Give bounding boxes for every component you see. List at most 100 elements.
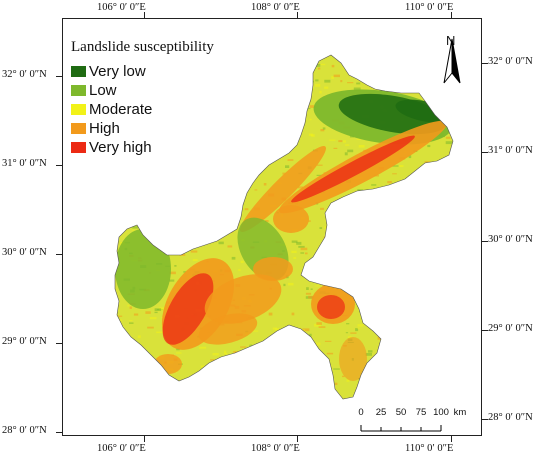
texture-speckle <box>389 309 396 312</box>
texture-speckle <box>156 331 163 334</box>
texture-speckle <box>320 129 325 132</box>
texture-speckle <box>406 365 413 368</box>
susceptibility-zone <box>204 274 282 324</box>
texture-speckle <box>283 64 289 67</box>
texture-speckle <box>221 74 228 76</box>
texture-speckle <box>297 61 303 65</box>
texture-speckle <box>337 250 341 253</box>
texture-speckle <box>320 63 326 66</box>
left-latitude-label-31: 31° 0′ 0″N <box>2 158 47 169</box>
texture-speckle <box>356 200 363 203</box>
texture-speckle <box>142 200 145 203</box>
texture-speckle <box>428 244 436 248</box>
texture-speckle <box>272 327 277 330</box>
left-latitude-label-32: 32° 0′ 0″N <box>2 69 47 80</box>
texture-speckle <box>199 346 207 349</box>
texture-speckle <box>413 304 416 308</box>
texture-speckle <box>315 79 319 82</box>
texture-speckle <box>290 128 297 130</box>
texture-speckle <box>272 60 279 64</box>
texture-speckle <box>392 312 399 316</box>
texture-speckle <box>210 359 215 361</box>
texture-speckle <box>399 165 404 167</box>
texture-speckle <box>447 238 452 242</box>
texture-speckle <box>418 218 422 221</box>
texture-speckle <box>335 382 338 385</box>
texture-speckle <box>454 301 459 303</box>
texture-speckle <box>338 140 343 143</box>
texture-speckle <box>236 195 242 198</box>
texture-speckle <box>261 102 265 105</box>
texture-speckle <box>174 195 181 197</box>
texture-speckle <box>315 285 320 287</box>
texture-speckle <box>444 377 452 380</box>
legend-swatch <box>71 104 86 115</box>
texture-speckle <box>300 252 305 254</box>
texture-speckle <box>154 389 157 393</box>
texture-speckle <box>174 265 177 267</box>
texture-speckle <box>159 158 164 160</box>
texture-speckle <box>324 86 329 89</box>
texture-speckle <box>353 87 361 91</box>
texture-speckle <box>274 123 279 125</box>
texture-speckle <box>372 218 378 222</box>
texture-speckle <box>272 341 278 344</box>
texture-speckle <box>347 82 354 84</box>
texture-speckle <box>333 74 340 78</box>
texture-speckle <box>338 56 341 59</box>
texture-speckle <box>427 144 431 148</box>
left-latitude-label-30: 30° 0′ 0″N <box>2 247 47 258</box>
texture-speckle <box>129 320 133 322</box>
texture-speckle <box>149 385 152 388</box>
texture-speckle <box>445 141 453 145</box>
texture-speckle <box>198 236 202 239</box>
texture-speckle <box>350 332 357 334</box>
tick-mark <box>482 241 488 242</box>
texture-speckle <box>115 329 122 332</box>
texture-speckle <box>200 175 206 178</box>
texture-speckle <box>305 99 311 101</box>
texture-speckle <box>305 292 312 295</box>
texture-speckle <box>242 145 249 147</box>
texture-speckle <box>340 80 343 83</box>
texture-speckle <box>386 59 393 62</box>
susceptibility-zone <box>162 273 214 345</box>
texture-speckle <box>213 108 217 111</box>
texture-speckle <box>127 304 130 307</box>
texture-speckle <box>371 233 379 235</box>
texture-speckle <box>137 335 141 339</box>
texture-speckle <box>298 394 301 397</box>
texture-speckle <box>244 208 249 211</box>
texture-speckle <box>333 147 338 149</box>
texture-speckle <box>340 228 343 231</box>
texture-speckle <box>136 400 138 402</box>
texture-speckle <box>236 400 242 402</box>
texture-speckle <box>127 372 135 374</box>
texture-speckle <box>380 375 384 379</box>
texture-speckle <box>257 162 263 165</box>
texture-speckle <box>252 330 259 332</box>
texture-speckle <box>446 333 453 335</box>
texture-speckle <box>144 214 147 216</box>
legend-label: High <box>89 120 120 137</box>
texture-speckle <box>233 61 241 64</box>
texture-speckle <box>295 125 299 127</box>
texture-speckle <box>279 136 282 139</box>
texture-speckle <box>408 238 413 241</box>
texture-speckle <box>121 194 127 196</box>
texture-speckle <box>216 386 222 388</box>
texture-speckle <box>435 233 441 236</box>
texture-speckle <box>229 399 231 402</box>
texture-speckle <box>315 342 321 346</box>
texture-speckle <box>130 354 134 357</box>
texture-speckle <box>322 127 326 130</box>
texture-speckle <box>301 352 305 354</box>
texture-speckle <box>216 82 222 85</box>
texture-speckle <box>145 379 152 383</box>
texture-speckle <box>340 203 348 207</box>
tick-mark <box>451 436 452 442</box>
texture-speckle <box>419 307 427 310</box>
texture-speckle <box>419 311 424 315</box>
texture-speckle <box>349 64 353 67</box>
tick-mark <box>56 165 62 166</box>
